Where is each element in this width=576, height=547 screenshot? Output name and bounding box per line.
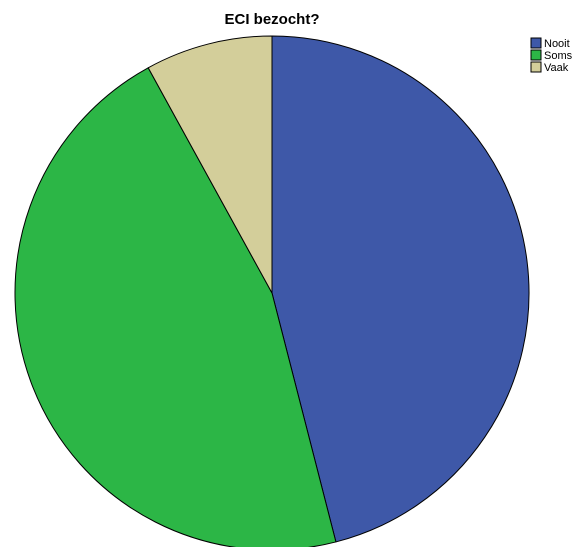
chart-title: ECI bezocht? (224, 11, 319, 28)
pie-slice-vaak (147, 35, 273, 294)
legend-swatch-vaak (530, 61, 542, 73)
legend-label-nooit: Nooit (544, 38, 570, 50)
legend-label-soms: Soms (544, 50, 573, 62)
legend-swatch-soms (530, 49, 542, 61)
legend-swatch-nooit (530, 37, 542, 49)
legend-label-vaak: Vaak (544, 62, 569, 74)
pie-slice-nooit (271, 35, 530, 543)
pie-slices (14, 35, 530, 547)
